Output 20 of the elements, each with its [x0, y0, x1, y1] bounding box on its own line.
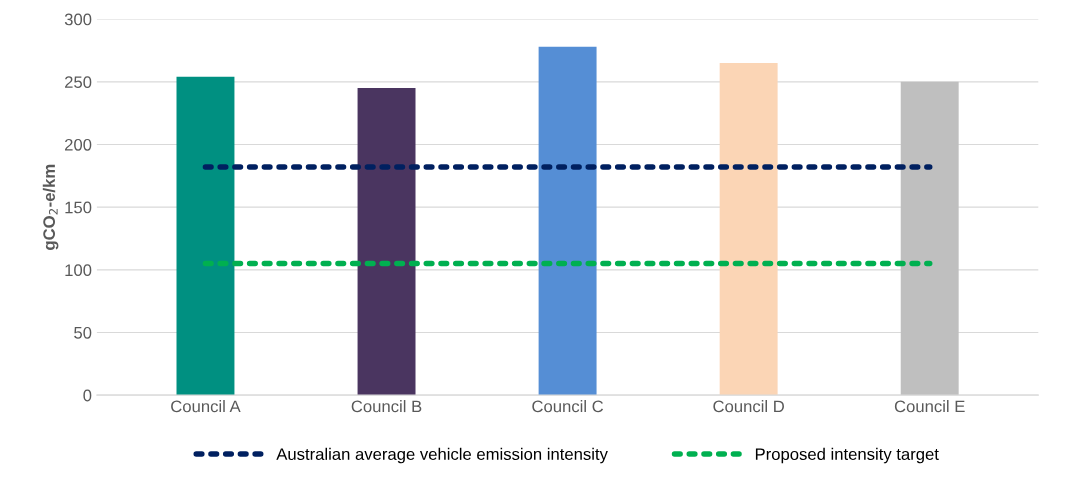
legend-label: Australian average vehicle emission intensity [276, 447, 608, 464]
x-tick-label: Council A [171, 400, 241, 413]
y-tick-label: 250 [65, 76, 92, 89]
x-tick-label: Council E [894, 400, 965, 413]
y-tick-label: 0 [83, 389, 92, 402]
y-tick-label: 200 [65, 138, 92, 151]
bar [357, 88, 416, 396]
bar [538, 46, 597, 396]
y-tick-label: 100 [65, 264, 92, 277]
y-tick-label: 50 [74, 326, 92, 339]
y-tick-label: 300 [64, 13, 92, 26]
y-tick-label: 150 [65, 201, 92, 214]
x-tick-label: Council B [351, 400, 422, 413]
x-tick-label: Council D [713, 400, 784, 413]
bar [176, 76, 235, 396]
y-axis-title: gCO$_{2}$-e/km [42, 164, 59, 250]
x-tick-label: Council C [532, 400, 604, 413]
legend-label: Proposed intensity target [755, 447, 939, 464]
bar [719, 63, 778, 396]
bar [900, 81, 959, 396]
